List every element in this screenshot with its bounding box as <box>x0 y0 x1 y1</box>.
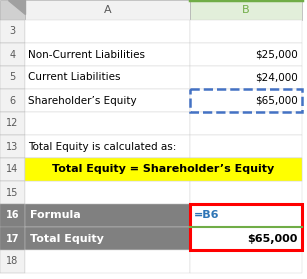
Bar <box>25 112 190 135</box>
Text: B: B <box>242 5 250 15</box>
Bar <box>190 158 302 181</box>
Bar <box>0 89 25 112</box>
Bar <box>25 158 190 181</box>
Text: $25,000: $25,000 <box>255 49 298 59</box>
Bar <box>0 135 25 158</box>
Text: Total Equity is calculated as:: Total Equity is calculated as: <box>28 141 177 151</box>
Text: 12: 12 <box>6 119 19 129</box>
Bar <box>25 43 190 66</box>
Text: Total Equity = Shareholder’s Equity: Total Equity = Shareholder’s Equity <box>52 165 275 174</box>
Bar <box>0 158 25 181</box>
Text: Non-Current Liabilities: Non-Current Liabilities <box>28 49 145 59</box>
Bar <box>190 135 302 158</box>
Bar <box>0 43 25 66</box>
Bar <box>0 181 25 204</box>
Text: =B6: =B6 <box>194 210 220 220</box>
Bar <box>25 204 190 227</box>
Text: Total Equity: Total Equity <box>30 234 104 244</box>
Text: 15: 15 <box>6 187 19 198</box>
Text: Formula: Formula <box>30 210 81 220</box>
Bar <box>190 112 302 135</box>
Text: 5: 5 <box>10 73 16 83</box>
Bar <box>25 66 190 89</box>
Text: 16: 16 <box>6 210 19 220</box>
Bar <box>0 204 25 227</box>
Text: 6: 6 <box>10 95 16 105</box>
Polygon shape <box>7 0 25 14</box>
Bar <box>190 89 302 112</box>
Bar <box>25 181 190 204</box>
Bar <box>25 89 190 112</box>
Bar <box>190 43 302 66</box>
Bar <box>0 112 25 135</box>
Bar <box>0 66 25 89</box>
Text: 17: 17 <box>6 234 19 244</box>
Text: Current Liabilities: Current Liabilities <box>28 73 121 83</box>
Bar <box>0 0 25 20</box>
Bar <box>190 204 302 250</box>
Bar <box>25 20 190 43</box>
Bar <box>25 227 190 250</box>
Bar <box>0 227 25 250</box>
Text: 18: 18 <box>6 256 19 266</box>
Bar <box>190 66 302 89</box>
Text: $65,000: $65,000 <box>248 234 298 244</box>
Bar <box>25 158 302 181</box>
Text: 4: 4 <box>10 49 16 59</box>
Bar <box>25 135 190 158</box>
Text: Shareholder’s Equity: Shareholder’s Equity <box>28 95 137 105</box>
Text: $24,000: $24,000 <box>255 73 298 83</box>
Bar <box>190 181 302 204</box>
Bar <box>190 204 302 227</box>
Bar <box>0 20 25 43</box>
Text: A: A <box>104 5 111 15</box>
Text: 3: 3 <box>10 27 16 37</box>
Bar <box>190 89 302 112</box>
Bar <box>190 250 302 273</box>
Bar <box>25 250 190 273</box>
Bar <box>0 250 25 273</box>
Text: 13: 13 <box>6 141 19 151</box>
Bar <box>190 227 302 250</box>
Bar <box>25 0 190 20</box>
Bar <box>190 0 302 20</box>
Text: 14: 14 <box>6 165 19 174</box>
Bar <box>190 20 302 43</box>
Text: $65,000: $65,000 <box>255 95 298 105</box>
